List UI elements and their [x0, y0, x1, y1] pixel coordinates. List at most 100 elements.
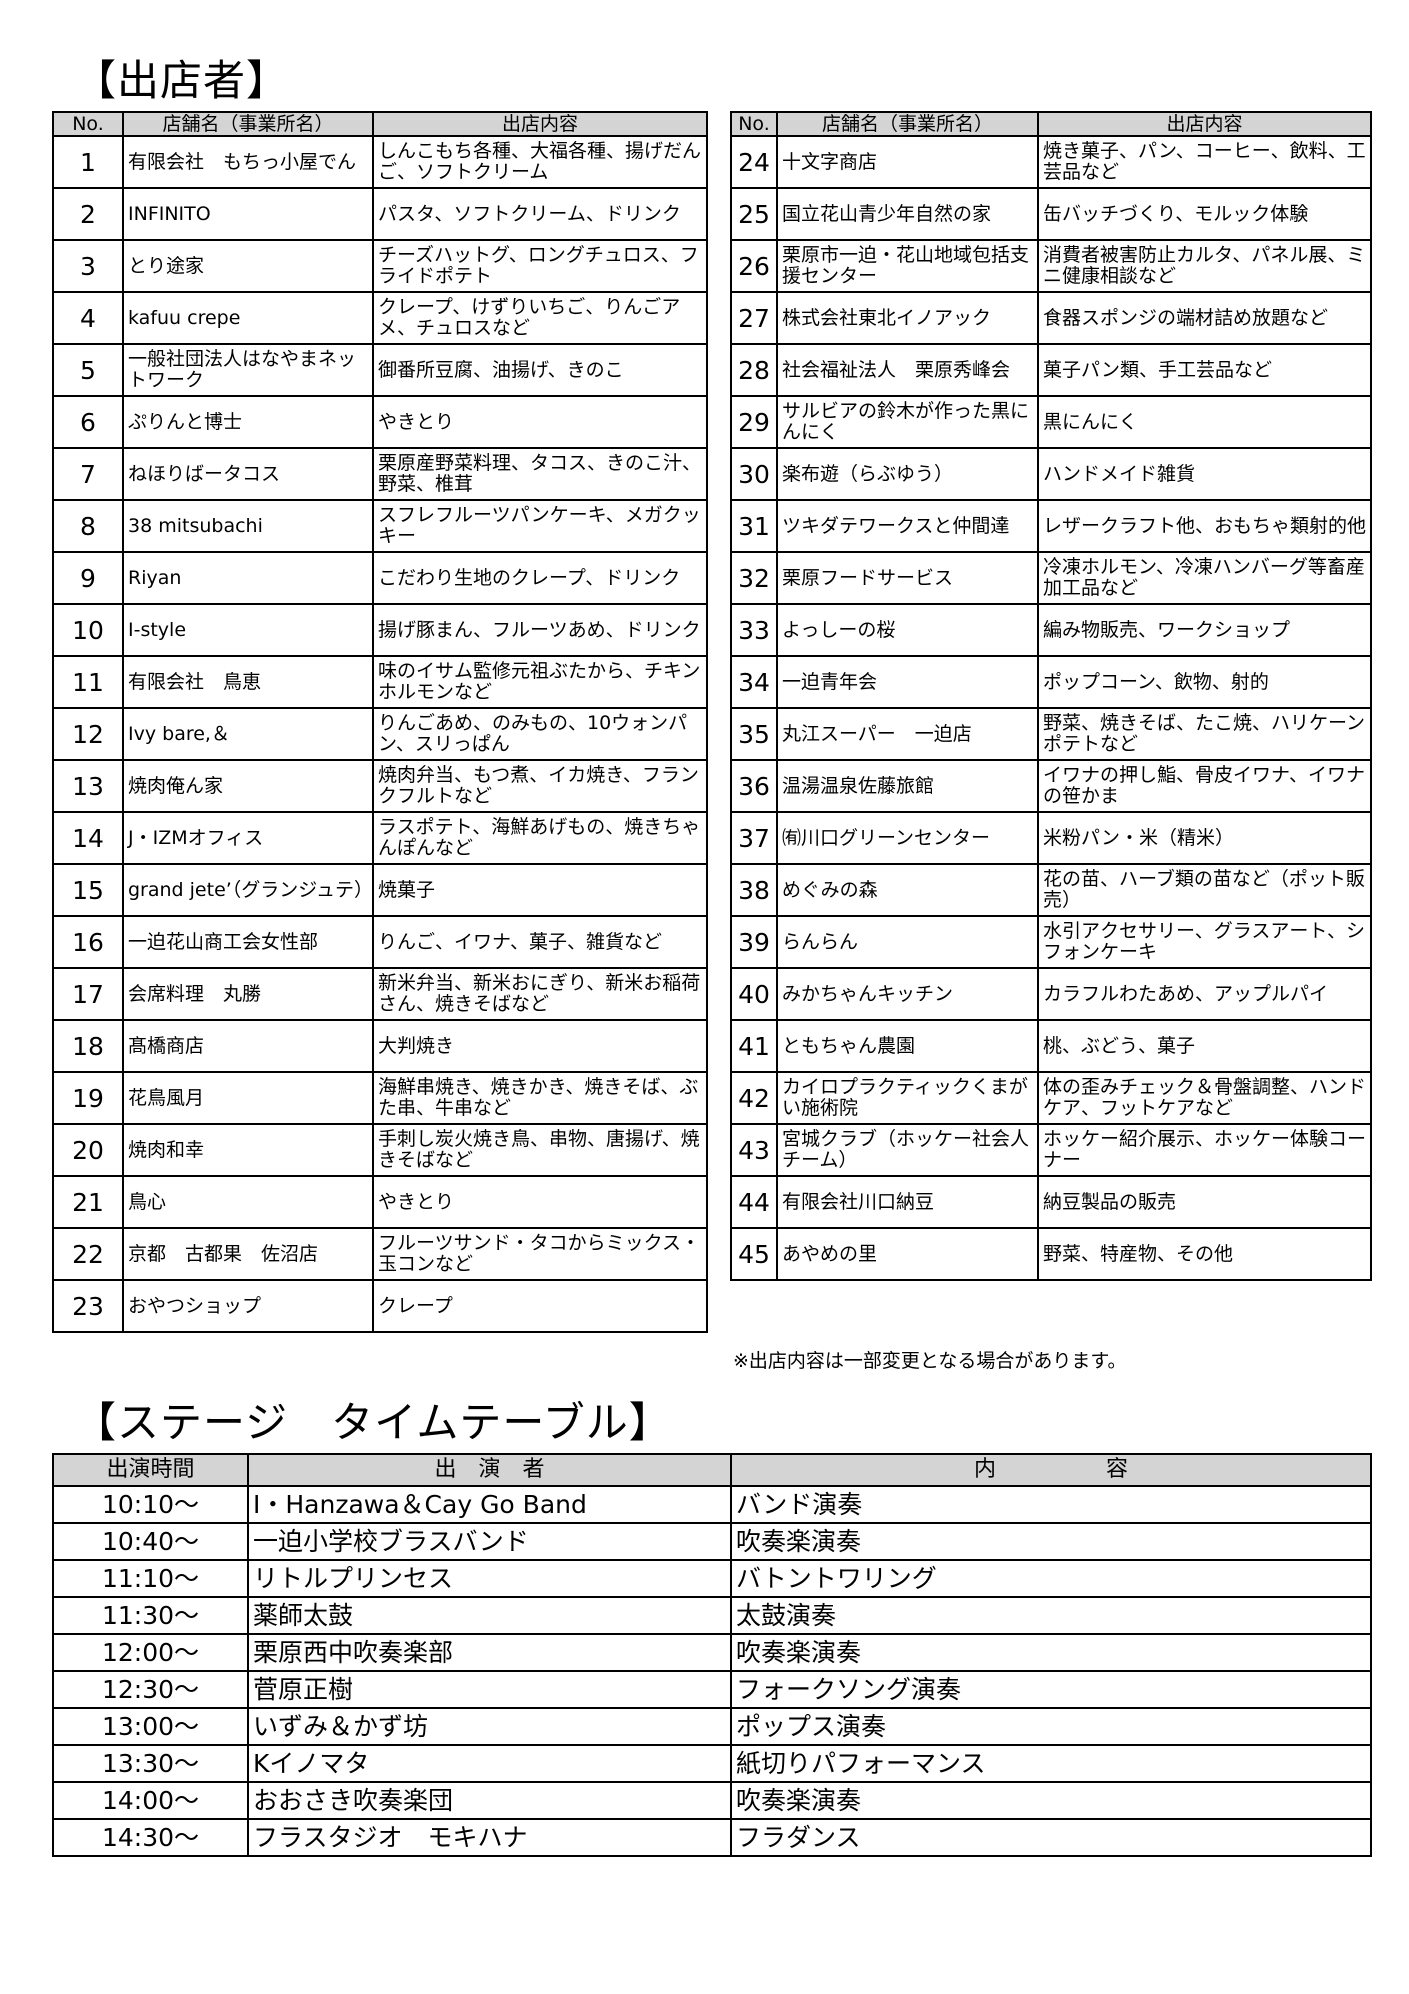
- stage-time: 13:30～: [52, 1744, 249, 1783]
- stage-time: 12:30～: [52, 1670, 249, 1709]
- shop-number: 24: [730, 135, 778, 189]
- footnote: ※出店内容は一部変更となる場合があります。: [733, 1350, 1127, 1372]
- shop-content: 手刺し炭火焼き鳥、串物、唐揚げ、焼きそばなど: [372, 1123, 708, 1177]
- shop-number: 28: [730, 343, 778, 397]
- table-row: 27 株式会社東北イノアック 食器スポンジの端材詰め放題など: [730, 291, 1372, 345]
- shop-name: 焼肉和幸: [122, 1123, 374, 1177]
- shop-content: 体の歪みチェック＆骨盤調整、ハンドケア、フットケアなど: [1037, 1071, 1372, 1125]
- table-row: 16 一迫花山商工会女性部 りんご、イワナ、菓子、雑貨など: [52, 915, 708, 969]
- table-row: 2 INFINITO パスタ、ソフトクリーム、ドリンク: [52, 187, 708, 241]
- shop-name: あやめの里: [776, 1227, 1039, 1281]
- shop-name: 焼肉俺ん家: [122, 759, 374, 813]
- shop-name: 有限会社 もちっ小屋でん: [122, 135, 374, 189]
- shop-number: 29: [730, 395, 778, 449]
- shop-name: ツキダテワークスと仲間達: [776, 499, 1039, 553]
- shop-content: やきとり: [372, 395, 708, 449]
- shop-name: らんらん: [776, 915, 1039, 969]
- table-row: 12:30～ 菅原正樹 フォークソング演奏: [52, 1670, 1372, 1709]
- shop-content: ハンドメイド雑貨: [1037, 447, 1372, 501]
- table-row: 20 焼肉和幸 手刺し炭火焼き鳥、串物、唐揚げ、焼きそばなど: [52, 1123, 708, 1177]
- table-header: No. 店舗名（事業所名） 出店内容: [730, 111, 1372, 137]
- table-row: 26 栗原市一迫・花山地域包括支援センター 消費者被害防止カルタ、パネル展、ミニ健康…: [730, 239, 1372, 293]
- shop-name: Riyan: [122, 551, 374, 605]
- table-row: 44 有限会社川口納豆 納豆製品の販売: [730, 1175, 1372, 1229]
- table-row: 11:30～ 薬師太鼓 太鼓演奏: [52, 1596, 1372, 1635]
- table-row: 6 ぷりんと博士 やきとり: [52, 395, 708, 449]
- header-no: No.: [52, 111, 124, 137]
- shop-name: 髙橋商店: [122, 1019, 374, 1073]
- shop-name: 花鳥風月: [122, 1071, 374, 1125]
- shop-number: 44: [730, 1175, 778, 1229]
- shop-name: 宮城クラブ（ホッケー社会人チーム）: [776, 1123, 1039, 1177]
- stage-time: 12:00～: [52, 1633, 249, 1672]
- header-content: 出店内容: [372, 111, 708, 137]
- shop-content: 米粉パン・米（精米）: [1037, 811, 1372, 865]
- stage-time: 14:00～: [52, 1781, 249, 1820]
- shop-name: ともちゃん農園: [776, 1019, 1039, 1073]
- table-row: 5 一般社団法人はなやまネットワーク 御番所豆腐、油揚げ、きのこ: [52, 343, 708, 397]
- shop-content: 栗原産野菜料理、タコス、きのこ汁、野菜、椎茸: [372, 447, 708, 501]
- shop-number: 10: [52, 603, 124, 657]
- shop-number: 33: [730, 603, 778, 657]
- shop-content: 納豆製品の販売: [1037, 1175, 1372, 1229]
- shop-content: 焼き菓子、パン、コーヒー、飲料、工芸品など: [1037, 135, 1372, 189]
- table-row: 15 grand jete’（グランジュテ） 焼菓子: [52, 863, 708, 917]
- shop-content: りんご、イワナ、菓子、雑貨など: [372, 915, 708, 969]
- shop-content: 水引アクセサリー、グラスアート、シフォンケーキ: [1037, 915, 1372, 969]
- table-row: 3 とり途家 チーズハットグ、ロングチュロス、フライドポテト: [52, 239, 708, 293]
- shop-name: kafuu crepe: [122, 291, 374, 345]
- shop-number: 34: [730, 655, 778, 709]
- shop-name: 一迫花山商工会女性部: [122, 915, 374, 969]
- stage-content: バトントワリング: [730, 1559, 1372, 1598]
- shop-content: クレープ、けずりいちご、りんごアメ、チュロスなど: [372, 291, 708, 345]
- shops-table-right: No. 店舗名（事業所名） 出店内容 24 十文字商店 焼き菓子、パン、コーヒー、飲…: [730, 111, 1372, 1281]
- shop-content: 編み物販売、ワークショップ: [1037, 603, 1372, 657]
- table-row: 8 38 mitsubachi スフレフルーツパンケーキ、メガクッキー: [52, 499, 708, 553]
- stage-time: 11:10～: [52, 1559, 249, 1598]
- shop-number: 8: [52, 499, 124, 553]
- shop-name: 会席料理 丸勝: [122, 967, 374, 1021]
- stage-time: 10:10～: [52, 1485, 249, 1524]
- shop-number: 13: [52, 759, 124, 813]
- shop-name: Ivy bare,＆: [122, 707, 374, 761]
- shop-number: 21: [52, 1175, 124, 1229]
- shop-content: フルーツサンド・タコからミックス・玉コンなど: [372, 1227, 708, 1281]
- shop-content: チーズハットグ、ロングチュロス、フライドポテト: [372, 239, 708, 293]
- stage-content: フォークソング演奏: [730, 1670, 1372, 1709]
- stage-performer: 栗原西中吹奏楽部: [247, 1633, 732, 1672]
- shop-number: 23: [52, 1279, 124, 1333]
- shop-name: みかちゃんキッチン: [776, 967, 1039, 1021]
- shop-content: パスタ、ソフトクリーム、ドリンク: [372, 187, 708, 241]
- shop-number: 42: [730, 1071, 778, 1125]
- header-time: 出演時間: [52, 1453, 249, 1487]
- stage-performer: I・Hanzawa＆Cay Go Band: [247, 1485, 732, 1524]
- table-row: 13:00～ いずみ＆かず坊 ポップス演奏: [52, 1707, 1372, 1746]
- table-row: 35 丸江スーパー 一迫店 野菜、焼きそば、たこ焼、ハリケーンポテトなど: [730, 707, 1372, 761]
- shop-name: サルビアの鈴木が作った黒にんにく: [776, 395, 1039, 449]
- shop-number: 40: [730, 967, 778, 1021]
- shop-content: 大判焼き: [372, 1019, 708, 1073]
- table-row: 11 有限会社 鳥恵 味のイサム監修元祖ぶたから、チキンホルモンなど: [52, 655, 708, 709]
- shop-number: 17: [52, 967, 124, 1021]
- shop-name: grand jete’（グランジュテ）: [122, 863, 374, 917]
- header-content: 出店内容: [1037, 111, 1372, 137]
- shop-name: おやつショップ: [122, 1279, 374, 1333]
- shop-content: 黒にんにく: [1037, 395, 1372, 449]
- table-row: 21 鳥心 やきとり: [52, 1175, 708, 1229]
- stage-time: 11:30～: [52, 1596, 249, 1635]
- table-row: 10 I-style 揚げ豚まん、フルーツあめ、ドリンク: [52, 603, 708, 657]
- shop-name: 国立花山青少年自然の家: [776, 187, 1039, 241]
- table-row: 13 焼肉俺ん家 焼肉弁当、もつ煮、イカ焼き、フランクフルトなど: [52, 759, 708, 813]
- stage-performer: フラスタジオ モキハナ: [247, 1818, 732, 1857]
- shop-number: 19: [52, 1071, 124, 1125]
- shop-content: スフレフルーツパンケーキ、メガクッキー: [372, 499, 708, 553]
- table-row: 36 温湯温泉佐藤旅館 イワナの押し鮨、骨皮イワナ、イワナの笹かま: [730, 759, 1372, 813]
- table-row: 33 よっしーの桜 編み物販売、ワークショップ: [730, 603, 1372, 657]
- shop-number: 14: [52, 811, 124, 865]
- shop-number: 37: [730, 811, 778, 865]
- stage-content: 紙切りパフォーマンス: [730, 1744, 1372, 1783]
- shop-number: 11: [52, 655, 124, 709]
- stage-time: 14:30～: [52, 1818, 249, 1857]
- shop-name: 株式会社東北イノアック: [776, 291, 1039, 345]
- shop-content: 海鮮串焼き、焼きかき、焼きそば、ぶた串、牛串など: [372, 1071, 708, 1125]
